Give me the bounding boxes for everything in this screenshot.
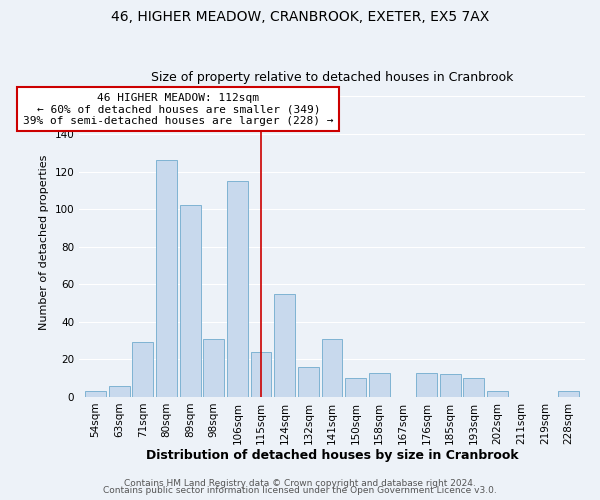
Bar	[227, 181, 248, 397]
Bar	[274, 294, 295, 397]
Text: 46 HIGHER MEADOW: 112sqm
← 60% of detached houses are smaller (349)
39% of semi-: 46 HIGHER MEADOW: 112sqm ← 60% of detach…	[23, 92, 334, 126]
Bar	[180, 206, 200, 397]
Text: Contains HM Land Registry data © Crown copyright and database right 2024.: Contains HM Land Registry data © Crown c…	[124, 478, 476, 488]
Bar	[156, 160, 177, 397]
X-axis label: Distribution of detached houses by size in Cranbrook: Distribution of detached houses by size …	[146, 450, 518, 462]
Text: Contains public sector information licensed under the Open Government Licence v3: Contains public sector information licen…	[103, 486, 497, 495]
Bar	[558, 392, 579, 397]
Title: Size of property relative to detached houses in Cranbrook: Size of property relative to detached ho…	[151, 72, 513, 85]
Bar	[203, 338, 224, 397]
Bar	[109, 386, 130, 397]
Bar	[85, 392, 106, 397]
Bar	[463, 378, 484, 397]
Bar	[440, 374, 461, 397]
Bar	[251, 352, 271, 397]
Bar	[322, 338, 343, 397]
Bar	[487, 392, 508, 397]
Text: 46, HIGHER MEADOW, CRANBROOK, EXETER, EX5 7AX: 46, HIGHER MEADOW, CRANBROOK, EXETER, EX…	[111, 10, 489, 24]
Bar	[369, 372, 389, 397]
Bar	[133, 342, 153, 397]
Bar	[416, 372, 437, 397]
Bar	[298, 367, 319, 397]
Y-axis label: Number of detached properties: Number of detached properties	[39, 154, 49, 330]
Bar	[345, 378, 366, 397]
